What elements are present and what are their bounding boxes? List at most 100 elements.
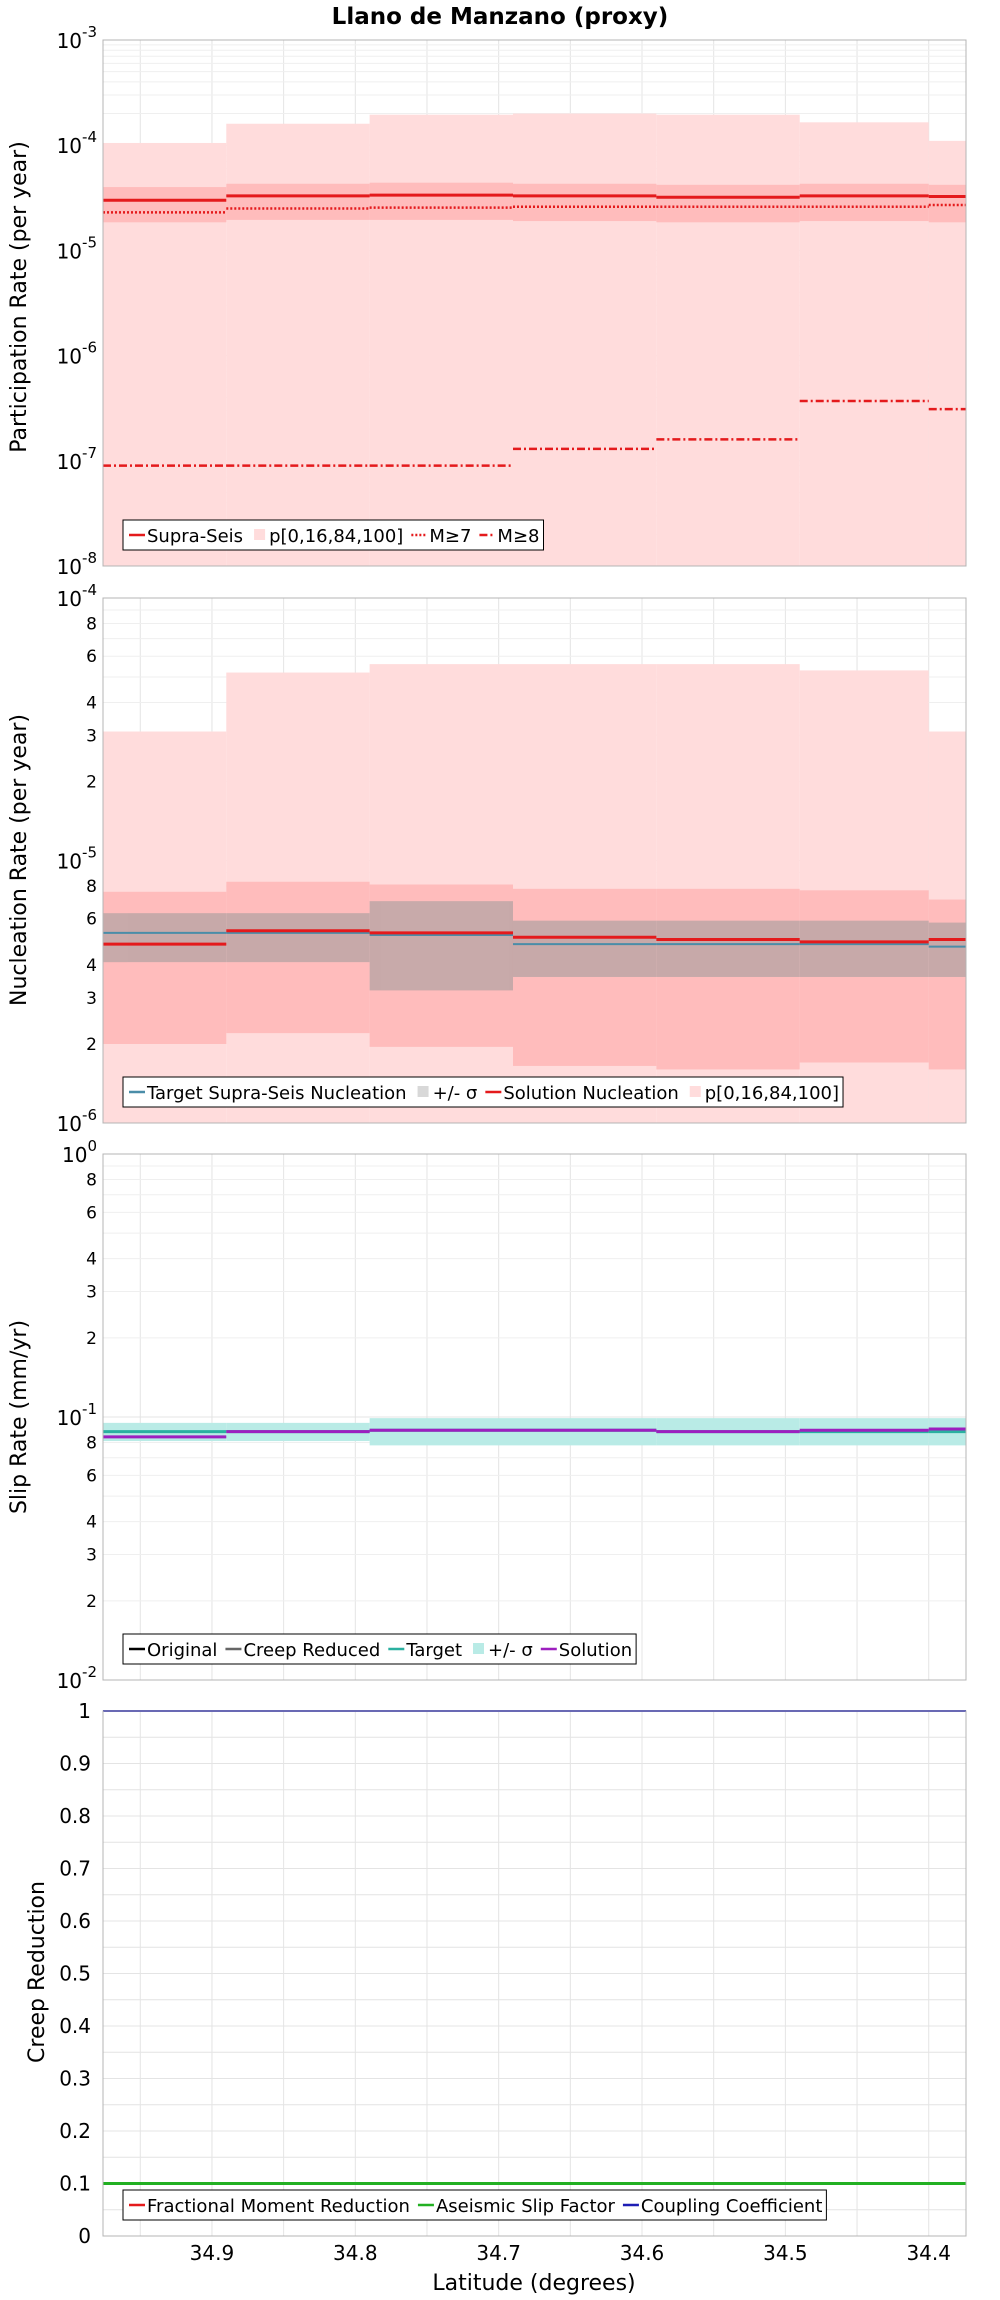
x-tick-label: 34.7 — [476, 2241, 521, 2265]
y-tick-label: 10-6 — [57, 1106, 97, 1136]
y-tick-label-minor: 3 — [86, 726, 97, 746]
plot-frame — [102, 39, 967, 567]
x-tick-label: 34.4 — [906, 2241, 951, 2265]
y-tick-label: 0.7 — [59, 1857, 91, 1881]
legend-label: M≥8 — [497, 526, 539, 547]
legend-item: p[0,16,84,100] — [254, 526, 403, 547]
y-tick-label-minor: 2 — [86, 1592, 97, 1612]
y-tick-label-minor: 4 — [86, 1513, 97, 1533]
y-tick-label-minor: 2 — [86, 1035, 97, 1055]
y-tick-exponent: -5 — [82, 233, 97, 251]
y-tick-label: 0 — [78, 2224, 91, 2248]
nucleation-inner-band — [656, 888, 800, 1070]
legend-label: +/- σ — [488, 1640, 533, 1661]
y-tick-label: 0.3 — [59, 2067, 91, 2091]
participation-inner-band — [103, 187, 227, 223]
y-tick-label: 10-7 — [57, 444, 97, 474]
y-tick-label: 10-8 — [57, 549, 97, 579]
y-tick-label: 10-4 — [57, 581, 97, 611]
legend-label: Coupling Coefficient — [641, 2196, 822, 2217]
legend-item: M≥7 — [411, 526, 471, 547]
legend-item: p[0,16,84,100] — [689, 1083, 839, 1104]
y-tick-exponent: -6 — [82, 339, 97, 357]
nucleation-inner-band — [512, 888, 657, 1066]
legend-item: Target — [388, 1640, 462, 1661]
legend: Fractional Moment Reduction Aseismic Slip… — [122, 2189, 827, 2221]
y-axis-label-participation: Participation Rate (per year) — [7, 141, 32, 453]
y-tick-label: 0.2 — [59, 2119, 91, 2143]
y-tick-exponent: -5 — [82, 844, 97, 862]
y-axis-ticks: 0 0.1 0.2 0.3 0.4 0.5 0.6 0.7 0.8 0.9 1 — [59, 1699, 91, 2248]
target-sigma-band — [928, 922, 966, 977]
target-sigma-band — [369, 901, 513, 991]
y-tick-label: 1 — [78, 1699, 91, 1723]
legend-box — [122, 1076, 844, 1108]
legend-item: +/- σ — [417, 1083, 477, 1104]
y-axis-ticks: 10-8 10-7 10-6 10-5 10-4 10-3 — [57, 23, 97, 579]
legend-item: Creep Reduced — [225, 1640, 380, 1661]
y-tick-exponent: -1 — [82, 1400, 97, 1418]
y-tick-label-minor: 8 — [86, 877, 97, 897]
legend-label: Target — [405, 1640, 462, 1661]
chart-title: Llano de Manzano (proxy) — [332, 4, 669, 30]
legend-item: M≥8 — [479, 526, 540, 547]
participation-inner-band — [656, 184, 800, 223]
legend: Supra-Seis p[0,16,84,100] M≥7 M≥8 — [122, 519, 544, 551]
y-tick-label-minor: 4 — [86, 693, 97, 713]
legend-swatch — [254, 529, 266, 540]
legend-box — [122, 2189, 827, 2221]
legend-item: Solution — [540, 1640, 632, 1661]
participation-outer-band — [512, 113, 657, 566]
y-tick-label: 10-5 — [57, 844, 97, 874]
target-sigma-band — [512, 920, 657, 977]
y-tick-label: 0.1 — [59, 2172, 91, 2196]
target-sigma-band — [799, 920, 929, 977]
y-axis-label-creep-reduction: Creep Reduction — [25, 1881, 50, 2063]
legend-label: Creep Reduced — [243, 1640, 380, 1661]
x-tick-label: 34.5 — [763, 2241, 808, 2265]
y-tick-label-minor: 4 — [86, 956, 97, 976]
y-tick-label: 10-1 — [57, 1400, 97, 1430]
legend-item: Original — [129, 1640, 217, 1661]
y-tick-exponent: -6 — [82, 1106, 97, 1124]
legend-item: Target Supra-Seis Nucleation — [129, 1083, 407, 1104]
participation-outer-band — [656, 114, 800, 567]
y-tick-label: 10-3 — [57, 23, 97, 53]
plot-frame — [102, 1710, 967, 2237]
y-tick-label-minor: 4 — [86, 1250, 97, 1270]
plot-frame — [102, 1153, 967, 1681]
y-tick-exponent: -4 — [82, 128, 97, 146]
y-tick-exponent: -8 — [82, 549, 97, 567]
y-tick-label-minor: 3 — [86, 989, 97, 1009]
legend-item: Aseismic Slip Factor — [417, 2196, 616, 2217]
legend-label: p[0,16,84,100] — [269, 526, 403, 547]
legend: Target Supra-Seis Nucleation +/- σ Solutio… — [122, 1076, 844, 1108]
y-tick-exponent: -4 — [82, 581, 97, 599]
y-axis-ticks: 10-2 2 3 4 6 8 10-1 2 3 4 6 8 100 — [57, 1137, 97, 1693]
legend-label: M≥7 — [429, 526, 471, 547]
y-tick-label-minor: 3 — [86, 1283, 97, 1303]
legend-swatch — [473, 1643, 484, 1654]
y-tick-label: 100 — [62, 1137, 97, 1167]
grid-lines — [103, 1710, 966, 2237]
legend-label: Solution Nucleation — [503, 1083, 678, 1104]
x-axis-label: Latitude (degrees) — [432, 2271, 635, 2296]
grid-lines — [103, 1154, 966, 1681]
y-tick-label: 10-2 — [57, 1663, 97, 1693]
y-tick-exponent: 0 — [87, 1137, 97, 1155]
slip-rate-panel: 10-2 2 3 4 6 8 10-1 2 3 4 6 8 100 Original Creep Reduc… — [57, 1137, 967, 1693]
participation-inner-band — [799, 183, 929, 222]
legend-swatch — [417, 1086, 429, 1097]
legend-box — [122, 519, 544, 551]
y-tick-exponent: -3 — [82, 23, 97, 41]
y-tick-label-minor: 6 — [86, 910, 97, 930]
nucleation-rate-panel: 10-6 2 3 4 6 8 10-5 2 3 4 6 8 10-4 Target Supra-Seis … — [57, 581, 967, 1136]
x-axis-ticks: 34.9 34.8 34.7 34.6 34.5 34.4 — [190, 2241, 951, 2265]
legend: Original Creep Reduced Target +/- σ Solution — [122, 1633, 637, 1665]
x-tick-label: 34.9 — [190, 2241, 235, 2265]
y-tick-label-minor: 8 — [86, 1170, 97, 1190]
legend-item: Fractional Moment Reduction — [129, 2196, 410, 2217]
legend-item: Solution Nucleation — [485, 1083, 679, 1104]
target-sigma-band — [103, 913, 227, 963]
